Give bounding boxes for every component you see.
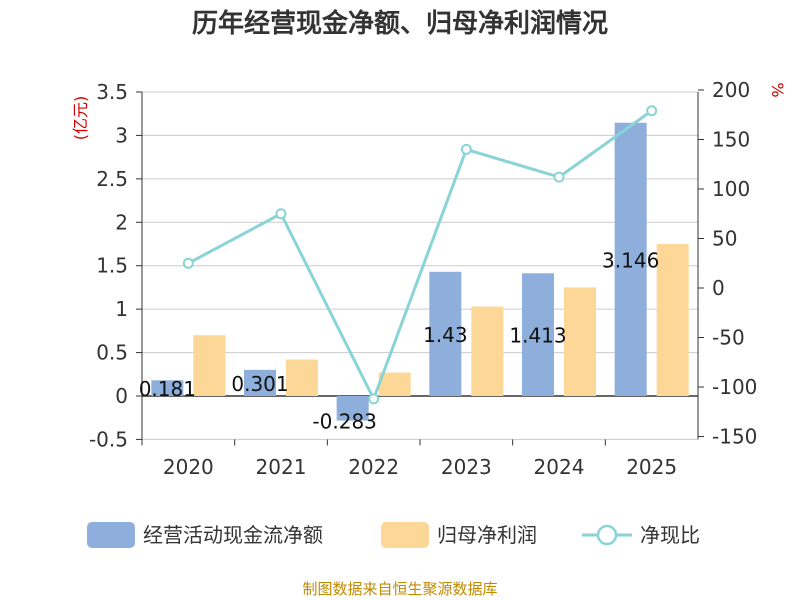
bar-cashflow-2022 [336,396,369,421]
line-layer [182,105,658,405]
x-tick-label: 2025 [626,455,677,479]
source-note: 制图数据来自恒生聚源数据库 [302,580,498,598]
left-tick-label: 3.5 [96,80,128,104]
left-axis-unit: (亿元) [71,96,90,141]
left-tick-label: 0.5 [96,341,128,365]
bar-profit-2023 [471,306,504,396]
right-tick-label: 150 [712,128,750,152]
right-tick-label: -150 [712,425,757,449]
data-label-cashflow-2022: -0.283 [312,410,376,434]
left-tick-label: 2.5 [96,167,128,191]
bar-cashflow-2020 [151,380,184,396]
left-tick-label: 2 [115,210,128,234]
bar-cashflow-2023 [429,271,462,396]
data-label-cashflow-2025: 3.146 [602,248,659,272]
x-tick-label: 2023 [441,455,492,479]
bar-cashflow-2024 [522,273,554,396]
point-ratio-2024 [553,171,565,183]
left-tick-label: 1.5 [96,254,128,278]
data-label-cashflow-2020: 0.181 [139,377,196,401]
legend-label-cashflow[interactable]: 经营活动现金流净额 [143,523,323,547]
right-tick-label: 100 [712,177,750,201]
legend-label-ratio[interactable]: 净现比 [640,523,700,547]
left-tick-label: 1 [115,297,128,321]
left-tick-label: 3 [115,123,128,147]
axis-layer: -0.5 0 0.5 1 1.5 2 2.5 3 3.5 -150 -100 -50 0 50 100 150… [71,78,787,479]
point-ratio-2025 [646,105,658,117]
point-ratio-2021 [275,208,287,220]
bar-cashflow-2021 [244,369,276,396]
bar-profit-2025 [656,244,689,396]
bar-cashflow-2025 [614,122,647,396]
bar-profit-2022 [378,372,411,396]
point-ratio-2023 [460,143,472,155]
bar-profit-2020 [193,335,226,396]
bars-layer [151,122,689,421]
legend-swatch-cashflow[interactable] [87,522,135,548]
legend-label-profit[interactable]: 归母净利润 [437,523,537,547]
data-label-cashflow-2023: 1.43 [423,323,468,347]
right-tick-label: -50 [712,326,745,350]
right-tick-label: 50 [712,227,737,251]
x-tick-label: 2021 [256,455,307,479]
labels-layer: 0.181 0.301 -0.283 1.43 1.413 3.146 [139,248,660,433]
right-tick-label: -100 [712,375,757,399]
line-ratio [187,109,653,401]
legend-swatch-ratio-marker[interactable] [596,524,618,546]
data-label-cashflow-2024: 1.413 [509,324,566,348]
right-axis-unit: % [768,82,787,97]
data-label-cashflow-2021: 0.301 [231,372,288,396]
x-tick-label: 2024 [534,455,585,479]
left-tick-label: 0 [115,384,128,408]
x-tick-label: 2020 [163,455,214,479]
right-tick-label: 0 [712,276,725,300]
legend-layer[interactable]: 经营活动现金流净额 归母净利润 净现比 [87,522,700,548]
right-tick-label: 200 [712,78,750,102]
point-ratio-2020 [182,257,194,269]
chart-title: 历年经营现金净额、归母净利润情况 [191,9,608,39]
point-ratio-2022 [368,393,380,405]
bar-profit-2021 [286,359,318,396]
bar-profit-2024 [564,287,596,396]
left-tick-label: -0.5 [89,427,128,451]
x-tick-label: 2022 [348,455,399,479]
legend-swatch-profit[interactable] [381,522,429,548]
